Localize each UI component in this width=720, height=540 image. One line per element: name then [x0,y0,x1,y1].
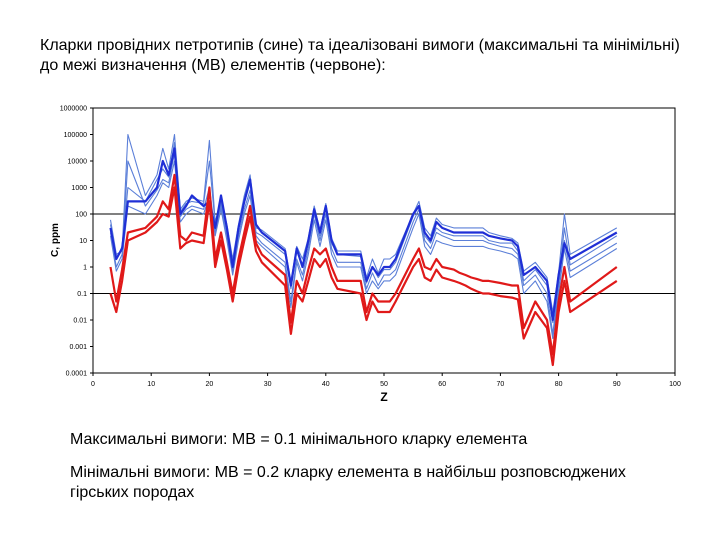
x-tick-label: 10 [147,381,155,388]
y-tick-label: 0.1 [77,291,87,298]
y-tick-label: 100 [75,212,87,219]
series-line-clarke-bold [109,147,618,322]
x-tick-label: 40 [322,381,330,388]
x-tick-label: 0 [91,381,95,388]
y-tick-label: 100000 [64,132,87,139]
x-tick-label: 60 [438,381,446,388]
x-tick-label: 50 [380,381,388,388]
note-min-requirements: Мінімальні вимоги: МВ = 0.2 кларку елеме… [70,464,626,501]
y-tick-label: 0.001 [69,344,87,351]
y-tick-label: 1000000 [60,106,87,113]
y-tick-label: 10000 [68,159,88,166]
y-tick-label: 0.01 [73,318,87,325]
x-tick-label: 100 [669,381,681,388]
y-tick-label: 1 [83,265,87,272]
clarke-chart: 10000001000001000010001001010.10.010.001… [50,106,681,405]
series-line-limit-min [109,186,618,367]
x-tick-label: 80 [555,381,563,388]
slide-title: Кларки провідних петротипів (сине) та ід… [40,37,680,74]
y-tick-label: 0.0001 [66,371,88,378]
x-tick-label: 30 [264,381,272,388]
x-tick-label: 70 [497,381,505,388]
series-line-petrotype-2 [109,152,618,335]
series-line-petrotype-4 [109,160,618,340]
x-tick-label: 20 [206,381,214,388]
y-tick-label: 1000 [71,185,87,192]
x-tick-label: 90 [613,381,621,388]
note-max-requirements: Максимальні вимоги: МВ = 0.1 мінімальног… [70,431,528,448]
series-line-limit-max [109,173,618,356]
y-tick-label: 10 [79,238,87,245]
x-axis-label: Z [380,390,387,404]
y-axis-label: C, ppm [50,223,61,257]
